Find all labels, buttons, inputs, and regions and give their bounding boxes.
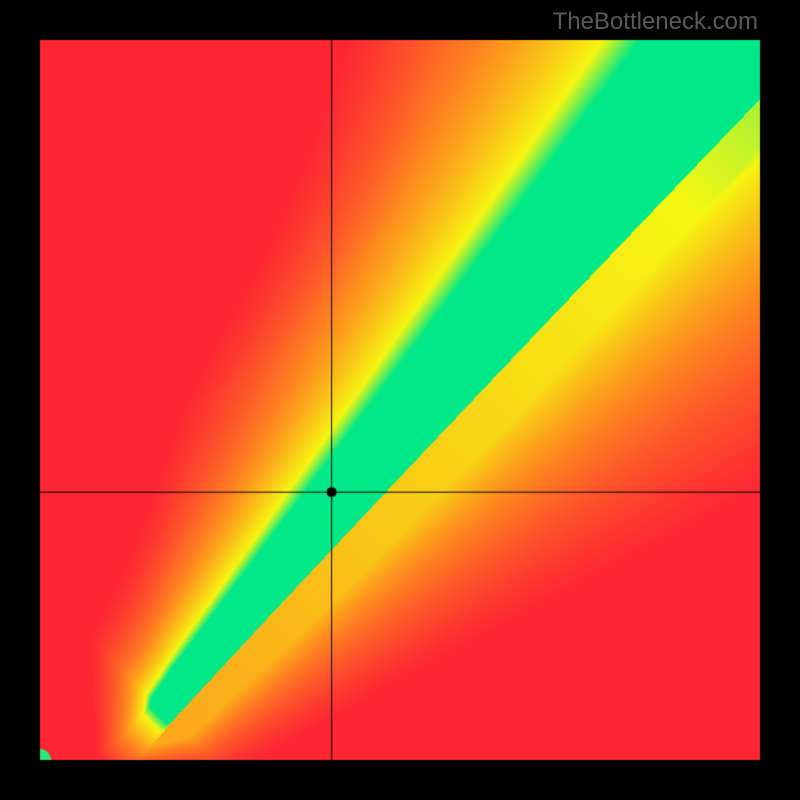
bottleneck-heatmap: [0, 0, 800, 800]
watermark-text: TheBottleneck.com: [553, 8, 758, 36]
chart-container: TheBottleneck.com: [0, 0, 800, 800]
